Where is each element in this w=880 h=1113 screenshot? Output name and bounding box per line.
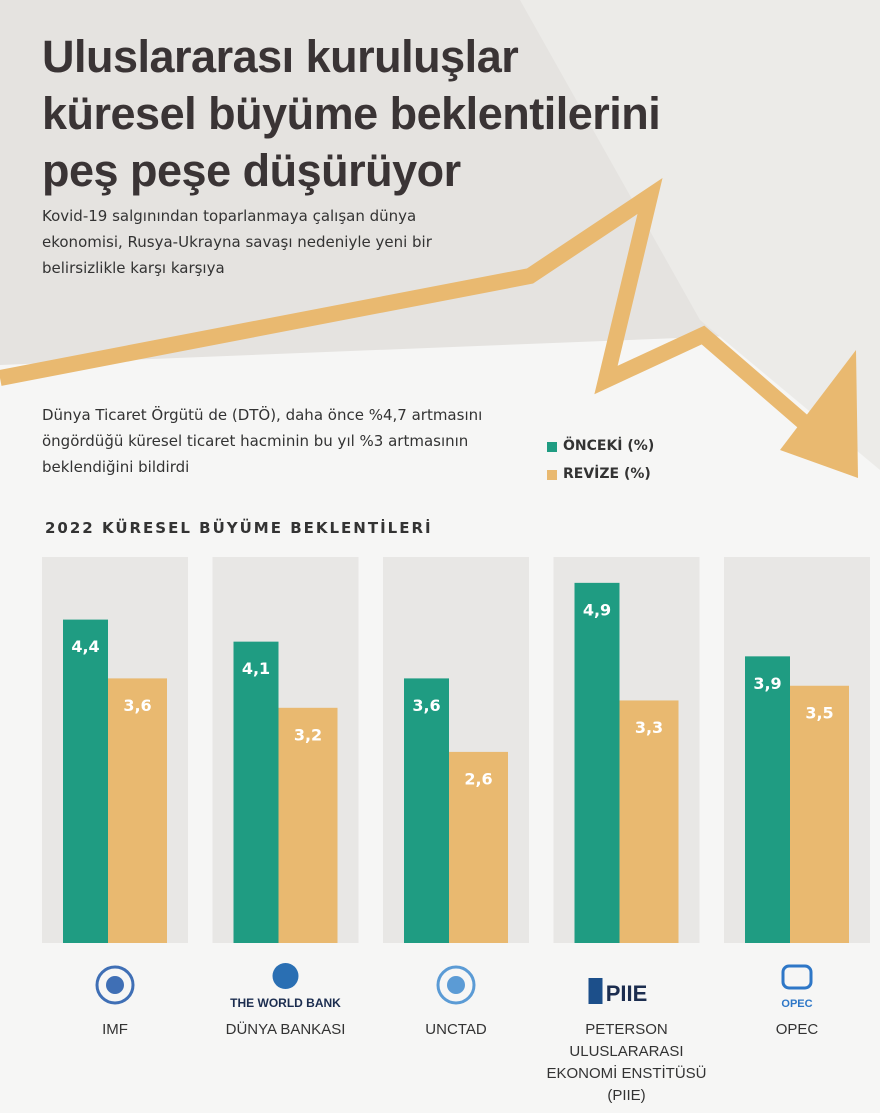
logo: [781, 964, 813, 990]
logo-text: PIIE: [605, 981, 648, 1006]
value-label: 2,6: [464, 769, 492, 788]
logo: [447, 976, 465, 994]
bar: [619, 700, 679, 943]
bar: [233, 641, 279, 943]
value-label: 3,9: [753, 674, 781, 693]
logo: [95, 965, 135, 1005]
legend-label: ÖNCEKİ (%): [563, 438, 655, 454]
category-label: UNCTAD: [425, 1021, 487, 1038]
value-label: 4,9: [583, 600, 611, 619]
title-line: küresel büyüme beklentilerini: [42, 88, 661, 139]
logo: [106, 976, 124, 994]
logo: [588, 978, 603, 1004]
value-label: 3,6: [412, 696, 440, 715]
value-label: 3,2: [294, 725, 322, 744]
bar: [790, 685, 849, 943]
value-label: 4,4: [71, 637, 99, 656]
logo-text: THE WORLD BANK: [230, 996, 341, 1010]
legend-swatch: [547, 442, 557, 452]
bar: [449, 751, 508, 943]
category-label: PETERSON ULUSLARARASI EKONOMİ ENSTİTÜSÜ …: [546, 1021, 707, 1104]
background-wedge: [520, 0, 880, 470]
logo-text: OPEC: [781, 998, 813, 1010]
arrow-head: [780, 350, 858, 478]
value-label: 3,3: [635, 718, 663, 737]
title-line: Uluslararası kuruluşlar: [42, 31, 519, 82]
category-label: IMF: [102, 1021, 128, 1038]
legend-label: REVİZE (%): [563, 466, 651, 482]
title: Uluslararası kuruluşlar küresel büyüme b…: [42, 28, 661, 199]
chart-title: 2022 KÜRESEL BÜYÜME BEKLENTİLERİ: [45, 519, 433, 537]
category-label: OPEC: [775, 1021, 819, 1038]
value-label: 4,1: [242, 659, 270, 678]
trend-arrow: [0, 178, 844, 459]
title-line: peş peşe düşürüyor: [42, 145, 461, 196]
bar: [404, 678, 449, 943]
category-label: DÜNYA BANKASI: [225, 1021, 346, 1038]
bar: [574, 582, 620, 943]
value-label: 3,5: [805, 703, 833, 722]
logo: [272, 963, 299, 989]
bar: [278, 707, 338, 943]
legend-swatch: [547, 470, 557, 480]
bar: [63, 619, 108, 943]
bar: [745, 656, 790, 943]
bar: [108, 678, 167, 943]
logo: [436, 965, 476, 1005]
subtitle: Kovid-19 salgınından toparlanmaya çalışa…: [42, 207, 432, 277]
value-label: 3,6: [123, 696, 151, 715]
note: Dünya Ticaret Örgütü de (DTÖ), daha önce…: [42, 406, 483, 476]
